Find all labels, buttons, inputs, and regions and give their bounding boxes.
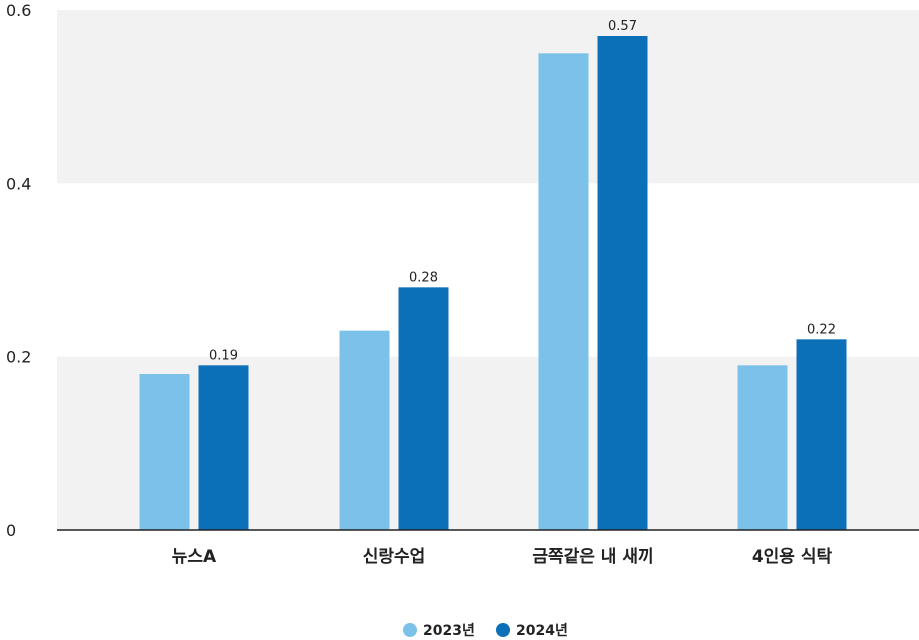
- y-axis-ticks: 0 0.2 0.4 0.6: [6, 1, 31, 540]
- bar-2023년-3: [737, 365, 788, 530]
- data-label: 0.22: [807, 322, 836, 337]
- legend-marker: [403, 623, 417, 637]
- y-tick-label: 0.4: [6, 174, 31, 193]
- bar-2023년-1: [339, 330, 390, 530]
- bar-2024년-3: [796, 339, 847, 530]
- x-axis-ticks: 뉴스A 신랑수업 금쪽같은 내 새끼 4인용 식탁: [172, 547, 833, 567]
- bar-2023년-0: [139, 374, 190, 530]
- data-label: 0.57: [608, 19, 637, 34]
- grid-band: [57, 10, 919, 184]
- legend-label: 2023년: [423, 623, 475, 639]
- data-label: 0.19: [209, 348, 238, 363]
- bar-2024년-2: [597, 36, 648, 530]
- y-tick-label: 0.2: [6, 348, 31, 367]
- bar-2024년-0: [198, 365, 249, 530]
- y-tick-label: 0.6: [6, 1, 31, 20]
- legend-marker: [496, 623, 510, 637]
- x-tick-label: 신랑수업: [363, 547, 426, 567]
- bars: [139, 36, 847, 530]
- x-tick-label: 뉴스A: [172, 547, 217, 567]
- x-tick-label: 금쪽같은 내 새끼: [532, 547, 653, 567]
- legend-label: 2024년: [516, 623, 568, 639]
- data-label: 0.28: [409, 270, 438, 285]
- bar-2024년-1: [398, 287, 449, 530]
- y-tick-label: 0: [6, 521, 16, 540]
- bar-2023년-2: [538, 53, 589, 530]
- x-tick-label: 4인용 식탁: [752, 547, 833, 567]
- data-labels: 0.19 0.28 0.57 0.22: [209, 19, 836, 363]
- legend: 2023년 2024년: [403, 623, 568, 639]
